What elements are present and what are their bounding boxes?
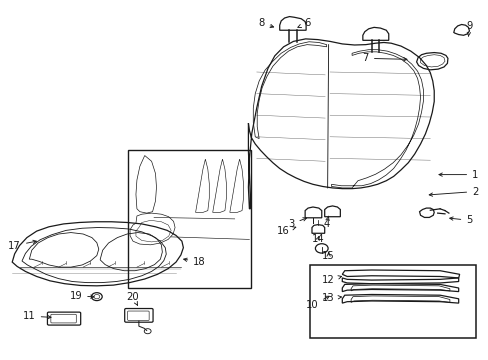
Text: 8: 8 [258,18,273,28]
Text: 17: 17 [8,240,36,251]
Text: 1: 1 [438,170,478,180]
Text: 3: 3 [288,218,306,229]
Text: 9: 9 [465,21,472,36]
Text: 12: 12 [322,275,341,285]
Text: 18: 18 [183,257,205,267]
Text: 20: 20 [126,292,139,305]
Text: 19: 19 [69,291,94,301]
Text: 7: 7 [362,53,406,63]
Text: 14: 14 [311,234,324,244]
Text: 5: 5 [449,215,472,225]
Text: 11: 11 [23,311,51,321]
Text: 15: 15 [322,251,334,261]
Text: 13: 13 [322,293,341,303]
Bar [128,150,251,288]
Text: 6: 6 [297,18,310,28]
Text: 2: 2 [428,186,478,197]
Bar [309,265,475,338]
Text: 16: 16 [277,226,295,236]
Text: 10: 10 [305,296,328,310]
Text: 4: 4 [323,216,329,229]
